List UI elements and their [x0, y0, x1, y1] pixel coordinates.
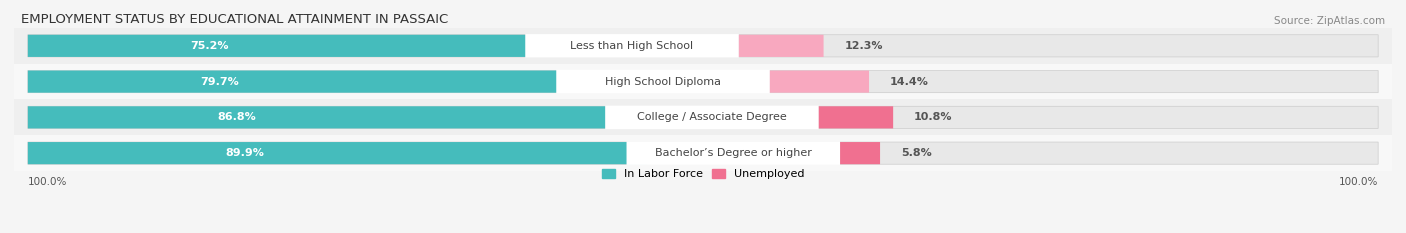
Text: High School Diploma: High School Diploma [605, 77, 721, 87]
FancyBboxPatch shape [770, 71, 869, 93]
Text: EMPLOYMENT STATUS BY EDUCATIONAL ATTAINMENT IN PASSAIC: EMPLOYMENT STATUS BY EDUCATIONAL ATTAINM… [21, 14, 449, 26]
FancyBboxPatch shape [28, 35, 546, 57]
Text: College / Associate Degree: College / Associate Degree [637, 112, 787, 122]
Text: 100.0%: 100.0% [28, 178, 67, 187]
FancyBboxPatch shape [28, 142, 1378, 164]
FancyBboxPatch shape [557, 70, 770, 93]
FancyBboxPatch shape [28, 71, 1378, 93]
FancyBboxPatch shape [526, 34, 738, 58]
Text: 100.0%: 100.0% [1339, 178, 1378, 187]
Text: Bachelor’s Degree or higher: Bachelor’s Degree or higher [655, 148, 811, 158]
Text: Less than High School: Less than High School [571, 41, 693, 51]
Text: 75.2%: 75.2% [190, 41, 228, 51]
Text: 89.9%: 89.9% [225, 148, 264, 158]
FancyBboxPatch shape [818, 106, 893, 128]
FancyBboxPatch shape [28, 35, 1378, 57]
Text: Source: ZipAtlas.com: Source: ZipAtlas.com [1274, 16, 1385, 26]
Text: 79.7%: 79.7% [201, 77, 239, 87]
FancyBboxPatch shape [14, 28, 1392, 64]
FancyBboxPatch shape [14, 135, 1392, 171]
FancyBboxPatch shape [14, 64, 1392, 99]
Text: 10.8%: 10.8% [914, 112, 952, 122]
FancyBboxPatch shape [14, 99, 1392, 135]
Text: 14.4%: 14.4% [890, 77, 928, 87]
FancyBboxPatch shape [28, 71, 576, 93]
Legend: In Labor Force, Unemployed: In Labor Force, Unemployed [598, 164, 808, 184]
Text: 86.8%: 86.8% [218, 112, 256, 122]
FancyBboxPatch shape [28, 142, 647, 164]
Text: 5.8%: 5.8% [901, 148, 932, 158]
FancyBboxPatch shape [605, 106, 818, 129]
FancyBboxPatch shape [738, 35, 824, 57]
Text: 12.3%: 12.3% [844, 41, 883, 51]
FancyBboxPatch shape [627, 141, 841, 165]
FancyBboxPatch shape [28, 106, 1378, 128]
FancyBboxPatch shape [28, 106, 626, 128]
FancyBboxPatch shape [841, 142, 880, 164]
